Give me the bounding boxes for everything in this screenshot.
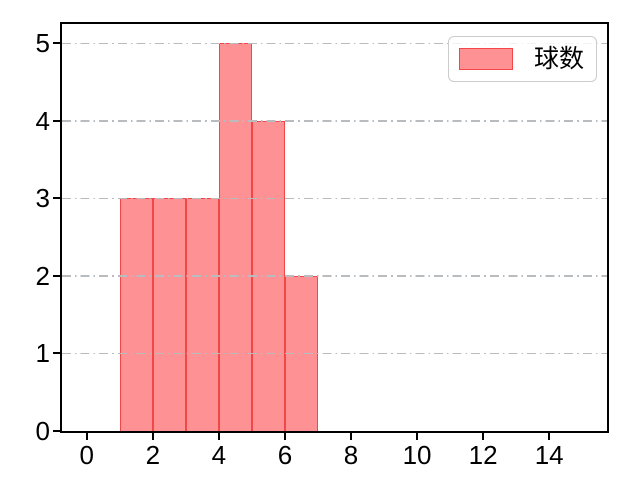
y-tick-label: 1 xyxy=(35,338,50,369)
y-tick-mark xyxy=(53,352,60,355)
y-tick-mark xyxy=(53,119,60,122)
bar xyxy=(185,198,219,431)
y-tick-label: 3 xyxy=(35,183,50,214)
x-tick-mark xyxy=(350,433,352,440)
y-tick-mark xyxy=(53,430,60,432)
x-tick-label: 6 xyxy=(277,440,293,470)
bar xyxy=(119,198,153,431)
gridline-y-5 xyxy=(62,42,607,45)
y-tick-mark xyxy=(53,197,60,200)
bar xyxy=(152,198,186,431)
y-tick-label: 5 xyxy=(35,28,50,59)
legend-label: 球数 xyxy=(534,45,585,73)
legend-box: 球数 xyxy=(448,36,597,82)
gridline-y-4 xyxy=(62,120,607,122)
y-tick-label: 0 xyxy=(35,416,50,446)
y-tick-mark xyxy=(53,274,60,277)
y-tick-label: 4 xyxy=(35,105,50,136)
x-tick-label: 10 xyxy=(402,440,432,470)
x-tick-mark xyxy=(283,433,286,440)
x-tick-mark xyxy=(482,433,485,440)
x-tick-label: 0 xyxy=(79,440,94,470)
x-tick-mark xyxy=(217,433,220,440)
gridline-y-2 xyxy=(62,275,607,277)
bar xyxy=(218,43,252,431)
x-tick-label: 2 xyxy=(145,440,161,470)
x-tick-label: 4 xyxy=(211,440,227,470)
legend-swatch-icon xyxy=(459,48,513,70)
x-tick-mark xyxy=(548,433,551,440)
y-tick-label: 2 xyxy=(35,260,50,291)
x-tick-label: 12 xyxy=(468,440,498,470)
y-tick-mark xyxy=(53,42,60,45)
x-tick-mark xyxy=(416,433,419,440)
gridline-y-3 xyxy=(62,197,607,200)
gridline-y-1 xyxy=(62,352,607,355)
x-tick-mark xyxy=(85,433,88,440)
plot-area: 球数 xyxy=(62,24,607,431)
x-tick-mark xyxy=(151,433,154,440)
x-tick-label: 8 xyxy=(343,440,359,470)
x-tick-label: 14 xyxy=(534,440,564,470)
